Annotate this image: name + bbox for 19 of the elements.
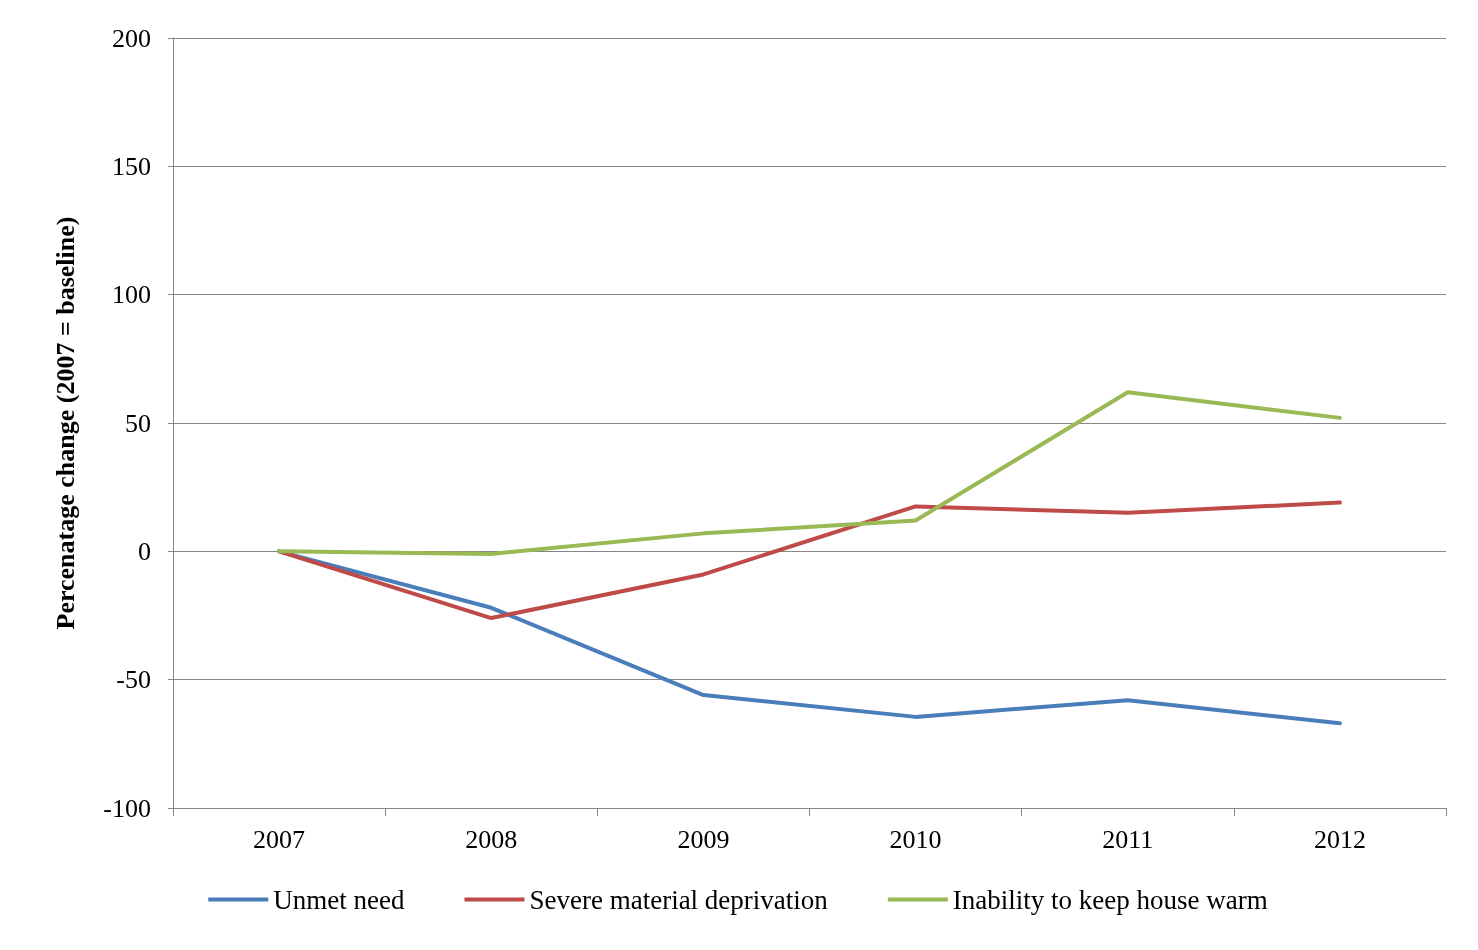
x-tick-label: 2012 [1313, 824, 1366, 854]
legend-label: Severe material deprivation [529, 884, 829, 915]
x-tick-label: 2009 [677, 824, 730, 854]
y-tick-label: 200 [112, 23, 151, 53]
line-series [277, 390, 1342, 556]
y-tick-label: 0 [138, 536, 151, 566]
y-tick-label: 100 [112, 280, 151, 310]
x-tick-label: 2008 [465, 824, 518, 854]
y-axis-title: Percenatage change (2007 = baseline) [50, 216, 80, 630]
y-tick-label: -100 [103, 793, 151, 823]
legend-label: Inability to keep house warm [952, 884, 1268, 915]
line-series [277, 500, 1342, 621]
x-tick-label: 2010 [889, 824, 942, 854]
x-tick-label: 2011 [1102, 824, 1154, 854]
y-tick-label: 150 [112, 151, 151, 181]
legend-label: Unmet need [273, 884, 405, 915]
y-tick-label: -50 [116, 665, 151, 695]
x-tick-label: 2007 [253, 824, 306, 854]
y-tick-label: 50 [125, 408, 151, 438]
